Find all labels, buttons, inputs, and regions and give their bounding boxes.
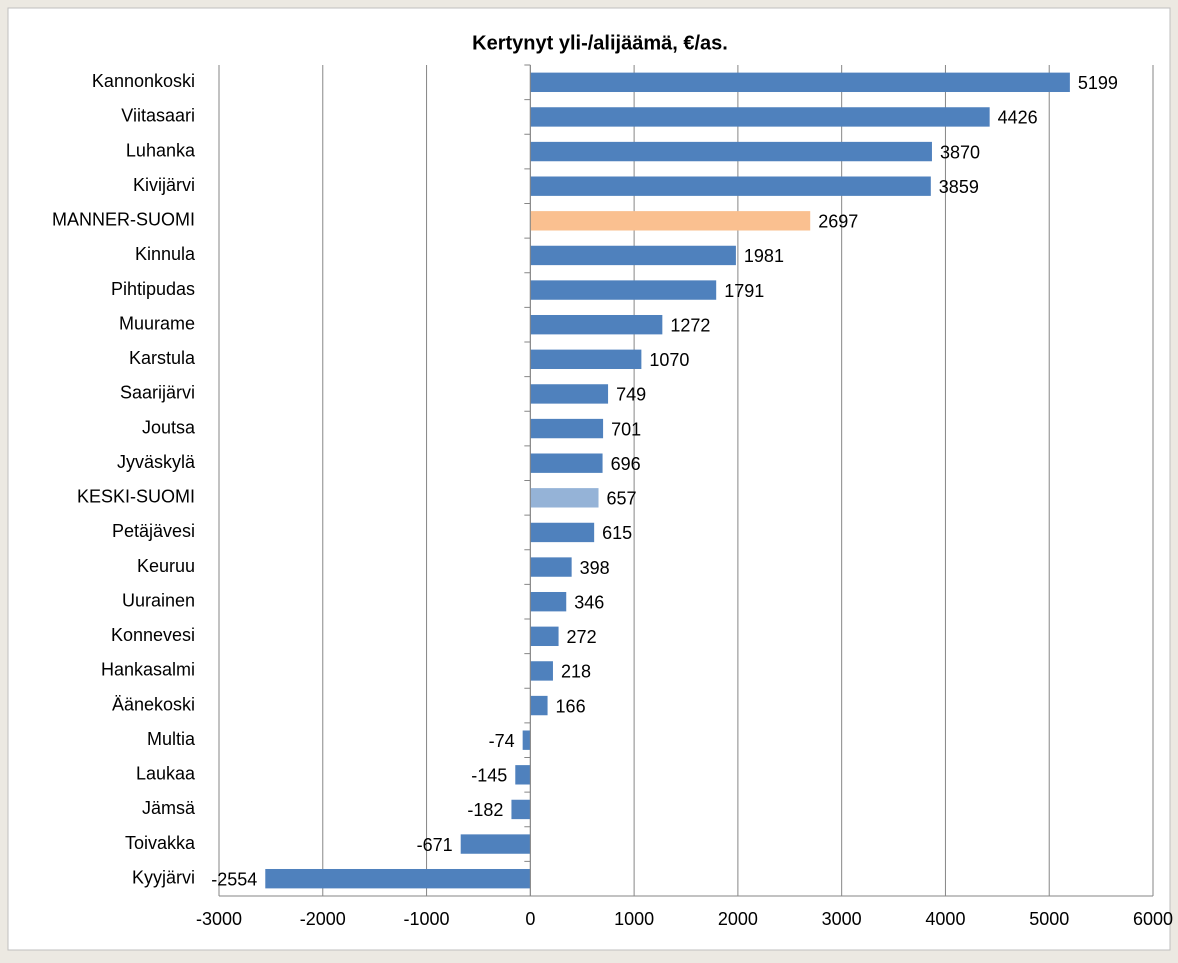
y-tick-label: Kannonkoski	[92, 71, 195, 91]
bar	[530, 349, 642, 370]
data-label: 272	[567, 627, 597, 647]
bar	[530, 314, 663, 335]
y-tick-label: Konnevesi	[111, 625, 195, 645]
x-tick-label: -2000	[300, 909, 346, 929]
x-tick-label: -1000	[404, 909, 450, 929]
bar	[522, 730, 531, 750]
data-label: 1791	[724, 281, 764, 301]
bar	[460, 834, 531, 854]
bar	[530, 107, 990, 127]
y-tick-label: Hankasalmi	[101, 660, 195, 680]
bar	[530, 384, 609, 404]
bar	[530, 626, 559, 647]
data-label: 657	[607, 489, 637, 509]
data-label: 2697	[818, 212, 858, 232]
data-label: -182	[467, 800, 503, 820]
y-tick-label: Kivijärvi	[133, 175, 195, 195]
y-tick-label: MANNER-SUOMI	[52, 210, 195, 230]
bar	[265, 868, 531, 889]
data-label: 346	[574, 592, 604, 612]
data-label: 398	[580, 558, 610, 578]
bar	[530, 453, 603, 473]
data-label: -671	[417, 835, 453, 855]
data-label: -145	[471, 766, 507, 786]
y-tick-label: Kinnula	[135, 244, 196, 264]
y-tick-label: Joutsa	[142, 417, 196, 437]
y-tick-label: Muurame	[119, 313, 195, 333]
y-tick-label: Karstula	[129, 348, 196, 368]
bar	[530, 695, 548, 716]
x-tick-label: 5000	[1029, 909, 1069, 929]
data-label: 696	[611, 454, 641, 474]
bar	[511, 799, 531, 820]
bar	[530, 488, 599, 508]
bar	[530, 418, 604, 439]
x-tick-label: -3000	[196, 909, 242, 929]
data-label: -2554	[211, 869, 257, 889]
y-tick-label: Kyyjärvi	[132, 867, 195, 887]
y-tick-label: Multia	[147, 729, 196, 749]
bar	[530, 661, 553, 681]
y-tick-label: Viitasaari	[121, 106, 195, 126]
data-label: 1070	[649, 350, 689, 370]
data-label: 4426	[998, 108, 1038, 128]
y-tick-label: Uurainen	[122, 590, 195, 610]
chart-title: Kertynyt yli-/alijäämä, €/as.	[472, 32, 728, 54]
data-label: 701	[611, 419, 641, 439]
x-tick-label: 4000	[925, 909, 965, 929]
y-tick-label: Pihtipudas	[111, 279, 195, 299]
bar	[530, 245, 736, 266]
bar	[530, 141, 932, 162]
data-label: 3870	[940, 142, 980, 162]
y-tick-label: Petäjävesi	[112, 521, 195, 541]
bar	[530, 557, 572, 577]
y-tick-label: Luhanka	[126, 140, 196, 160]
data-label: 218	[561, 662, 591, 682]
chart-area	[7, 7, 1171, 951]
x-tick-label: 1000	[614, 909, 654, 929]
data-label: 166	[556, 696, 586, 716]
data-label: 1981	[744, 246, 784, 266]
data-label: 3859	[939, 177, 979, 197]
data-label: -74	[489, 731, 515, 751]
y-tick-label: Laukaa	[136, 764, 196, 784]
bar	[530, 176, 931, 196]
data-label: 615	[602, 523, 632, 543]
y-tick-label: Jämsä	[142, 798, 196, 818]
y-tick-label: KESKI-SUOMI	[77, 487, 195, 507]
y-tick-label: Äänekoski	[112, 694, 195, 714]
x-tick-label: 2000	[718, 909, 758, 929]
bar	[530, 211, 811, 231]
data-label: 1272	[670, 315, 710, 335]
bar	[530, 522, 595, 543]
y-tick-label: Toivakka	[125, 833, 196, 853]
x-tick-label: 0	[525, 909, 535, 929]
x-tick-label: 6000	[1133, 909, 1173, 929]
data-label: 749	[616, 385, 646, 405]
data-label: 5199	[1078, 73, 1118, 93]
x-tick-label: 3000	[822, 909, 862, 929]
bar	[530, 280, 717, 300]
y-tick-label: Saarijärvi	[120, 383, 195, 403]
y-tick-label: Keuruu	[137, 556, 195, 576]
y-tick-label: Jyväskylä	[117, 452, 196, 472]
bar	[515, 765, 531, 785]
bar	[530, 591, 567, 612]
bar	[530, 72, 1070, 93]
